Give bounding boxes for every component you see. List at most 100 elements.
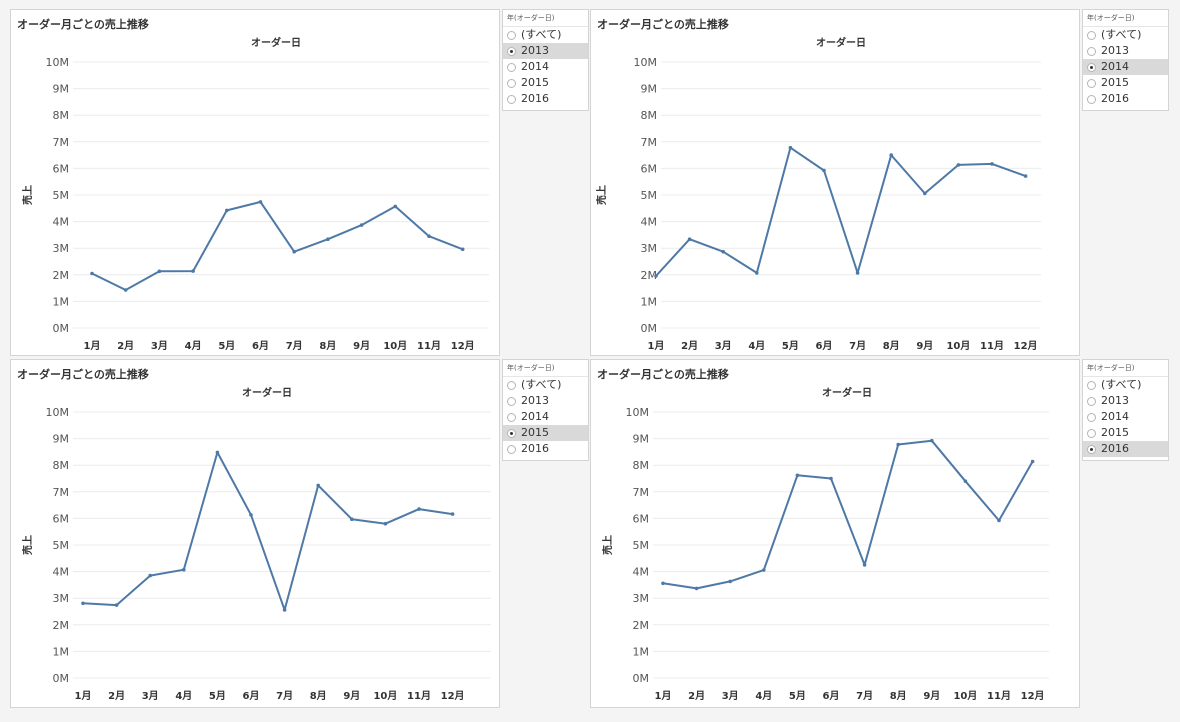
- data-point[interactable]: [788, 145, 793, 150]
- x-tick-label: 1月: [84, 340, 101, 352]
- y-axis-label: 売上: [21, 535, 34, 555]
- data-point[interactable]: [997, 518, 1001, 523]
- filter-option[interactable]: 2013: [1083, 393, 1168, 409]
- data-point[interactable]: [694, 586, 699, 591]
- y-tick-label: 4M: [633, 566, 650, 579]
- y-tick-label: 0M: [633, 672, 650, 685]
- radio-icon: [507, 380, 516, 390]
- chart-panel: オーダー月ごとの売上推移 オーダー日 売上 0M 1M 2M 3M 4M 5M 6M 7M 8M 9M…: [10, 359, 500, 708]
- data-point[interactable]: [654, 274, 658, 278]
- data-point[interactable]: [114, 603, 119, 607]
- filter-option-label: 2014: [1101, 60, 1129, 73]
- panel-title: オーダー月ごとの売上推移: [17, 18, 149, 31]
- x-tick-label: 7月: [849, 340, 866, 352]
- data-point[interactable]: [855, 271, 860, 275]
- data-point[interactable]: [822, 168, 826, 173]
- y-tick-label: 7M: [53, 136, 70, 149]
- filter-option-label: (すべて): [1101, 28, 1142, 41]
- data-point[interactable]: [393, 204, 398, 209]
- filter-option-label: (すべて): [521, 28, 562, 41]
- data-point[interactable]: [81, 601, 85, 606]
- x-tick-label: 2月: [681, 340, 698, 352]
- data-point[interactable]: [795, 473, 800, 478]
- data-point[interactable]: [258, 200, 263, 204]
- data-point[interactable]: [661, 581, 665, 586]
- filter-option[interactable]: 2015: [1083, 75, 1168, 91]
- data-point[interactable]: [90, 271, 94, 276]
- y-tick-label: 9M: [641, 83, 658, 96]
- data-point[interactable]: [191, 269, 195, 273]
- filter-option[interactable]: 2013: [1083, 43, 1168, 59]
- data-point[interactable]: [889, 153, 893, 157]
- data-point[interactable]: [1023, 174, 1028, 178]
- filter-option[interactable]: (すべて): [503, 27, 588, 43]
- data-point[interactable]: [762, 568, 766, 572]
- filter-option[interactable]: 2014: [1083, 59, 1168, 75]
- data-point[interactable]: [225, 208, 229, 213]
- filter-title: 年(オーダー日): [1083, 360, 1168, 377]
- filter-option[interactable]: (すべて): [503, 377, 588, 393]
- filter-option[interactable]: 2016: [503, 441, 588, 457]
- data-point[interactable]: [359, 223, 364, 227]
- data-point[interactable]: [182, 567, 186, 572]
- filter-option[interactable]: 2013: [503, 43, 588, 59]
- chart-title: オーダー日: [816, 36, 866, 49]
- filter-option[interactable]: 2015: [503, 75, 588, 91]
- data-point[interactable]: [123, 288, 128, 292]
- filter-option-label: 2013: [521, 44, 549, 57]
- data-point[interactable]: [896, 442, 900, 447]
- radio-icon: [1087, 380, 1096, 390]
- data-point[interactable]: [923, 191, 927, 196]
- radio-icon: [1087, 412, 1096, 422]
- y-tick-label: 5M: [53, 189, 70, 202]
- y-tick-label: 8M: [53, 459, 70, 472]
- data-point[interactable]: [450, 512, 455, 516]
- data-point[interactable]: [282, 608, 287, 612]
- data-point[interactable]: [721, 249, 725, 254]
- filter-option[interactable]: 2015: [1083, 425, 1168, 441]
- data-point[interactable]: [862, 563, 867, 567]
- data-point[interactable]: [956, 163, 961, 167]
- data-point[interactable]: [316, 483, 321, 488]
- x-tick-label: 10月: [383, 340, 407, 352]
- data-point[interactable]: [755, 271, 759, 275]
- filter-option[interactable]: 2016: [503, 91, 588, 107]
- filter-option[interactable]: 2013: [503, 393, 588, 409]
- data-point[interactable]: [728, 579, 732, 584]
- data-point[interactable]: [215, 450, 220, 455]
- chart-title: オーダー日: [251, 36, 301, 49]
- filter-option[interactable]: 2016: [1083, 91, 1168, 107]
- filter-option[interactable]: 2014: [1083, 409, 1168, 425]
- data-point[interactable]: [460, 247, 465, 252]
- data-point[interactable]: [930, 438, 934, 443]
- data-point[interactable]: [157, 269, 162, 274]
- data-point[interactable]: [687, 237, 692, 241]
- data-point[interactable]: [990, 162, 994, 166]
- filter-option[interactable]: 2014: [503, 409, 588, 425]
- data-point[interactable]: [1030, 459, 1035, 464]
- filter-option[interactable]: 2014: [503, 59, 588, 75]
- y-axis-label: 売上: [21, 185, 34, 205]
- data-point[interactable]: [292, 249, 297, 254]
- filter-option-label: 2015: [1101, 426, 1129, 439]
- data-point[interactable]: [326, 237, 330, 241]
- data-point[interactable]: [427, 234, 431, 238]
- data-point[interactable]: [350, 517, 354, 521]
- filter-option-label: 2016: [521, 92, 549, 105]
- x-tick-label: 10月: [373, 690, 397, 702]
- filter-option-label: 2016: [1101, 442, 1129, 455]
- x-tick-label: 11月: [417, 340, 441, 352]
- filter-option[interactable]: (すべて): [1083, 377, 1168, 393]
- data-point[interactable]: [417, 507, 421, 511]
- filter-option-label: (すべて): [521, 378, 562, 391]
- data-point[interactable]: [383, 521, 388, 526]
- data-point[interactable]: [829, 476, 833, 481]
- filter-option[interactable]: 2016: [1083, 441, 1168, 457]
- data-point[interactable]: [963, 479, 968, 483]
- data-point[interactable]: [148, 573, 152, 578]
- filter-option[interactable]: (すべて): [1083, 27, 1168, 43]
- filter-option[interactable]: 2015: [503, 425, 588, 441]
- data-point[interactable]: [249, 513, 253, 517]
- y-tick-label: 7M: [53, 486, 70, 499]
